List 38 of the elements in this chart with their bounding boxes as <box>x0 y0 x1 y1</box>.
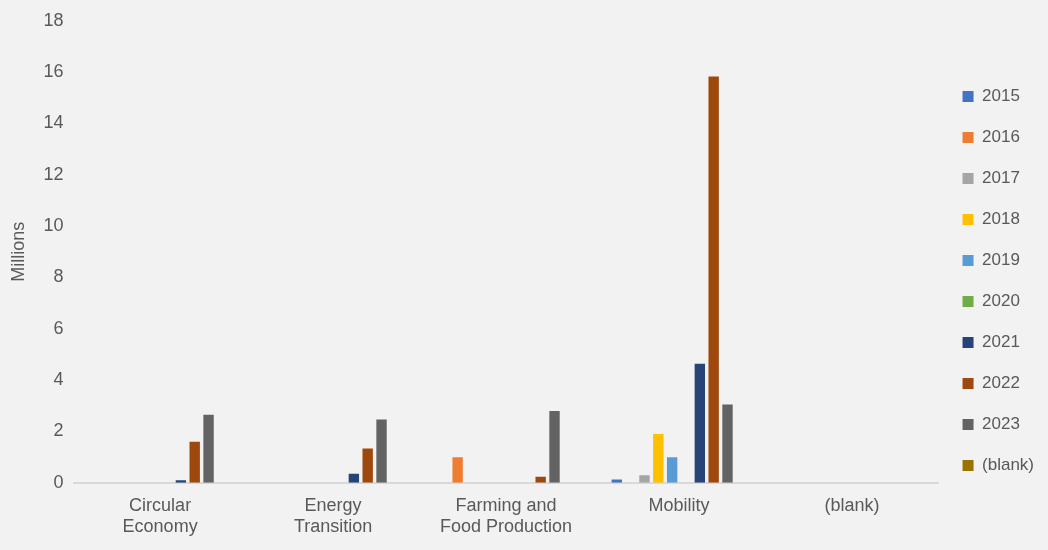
bar <box>666 457 678 483</box>
y-tick-label: 2 <box>53 420 64 441</box>
legend-label: 2018 <box>982 209 1020 229</box>
bar <box>653 434 664 483</box>
legend-label: 2016 <box>982 127 1020 147</box>
x-tick-label: Energy Transition <box>293 494 373 537</box>
y-tick-label: 10 <box>43 215 64 236</box>
bar <box>722 404 733 483</box>
bar <box>189 441 200 483</box>
y-tick-label: 8 <box>53 266 64 287</box>
legend-label: 2022 <box>982 373 1020 393</box>
bar <box>203 414 214 483</box>
x-tick-label: Farming and Food Production <box>440 494 573 537</box>
y-tick-label: 16 <box>43 61 64 82</box>
bar <box>362 448 373 483</box>
legend-label: 2015 <box>982 86 1020 106</box>
y-axis-title: Millions <box>7 221 28 282</box>
bar <box>376 419 387 483</box>
legend-label: 2019 <box>982 250 1020 270</box>
legend-label: 2021 <box>982 332 1020 352</box>
y-tick-label: 0 <box>53 471 64 492</box>
bar <box>708 76 719 483</box>
legend-label: (blank) <box>982 455 1035 475</box>
x-tick-label: Mobility <box>648 494 710 515</box>
legend-label: 2020 <box>982 291 1020 311</box>
y-tick-label: 18 <box>43 9 64 30</box>
x-tick-label: Circular Economy <box>122 494 198 537</box>
x-tick-label: (blank) <box>824 494 880 515</box>
y-tick-label: 4 <box>53 369 64 390</box>
y-tick-label: 6 <box>53 317 64 338</box>
bar <box>452 457 463 483</box>
bar <box>639 475 650 483</box>
bar <box>549 410 560 483</box>
bar <box>694 363 706 483</box>
y-tick-label: 14 <box>43 112 64 133</box>
legend-label: 2017 <box>982 168 1020 188</box>
y-tick-label: 12 <box>43 163 64 184</box>
legend-label: 2023 <box>982 414 1020 434</box>
